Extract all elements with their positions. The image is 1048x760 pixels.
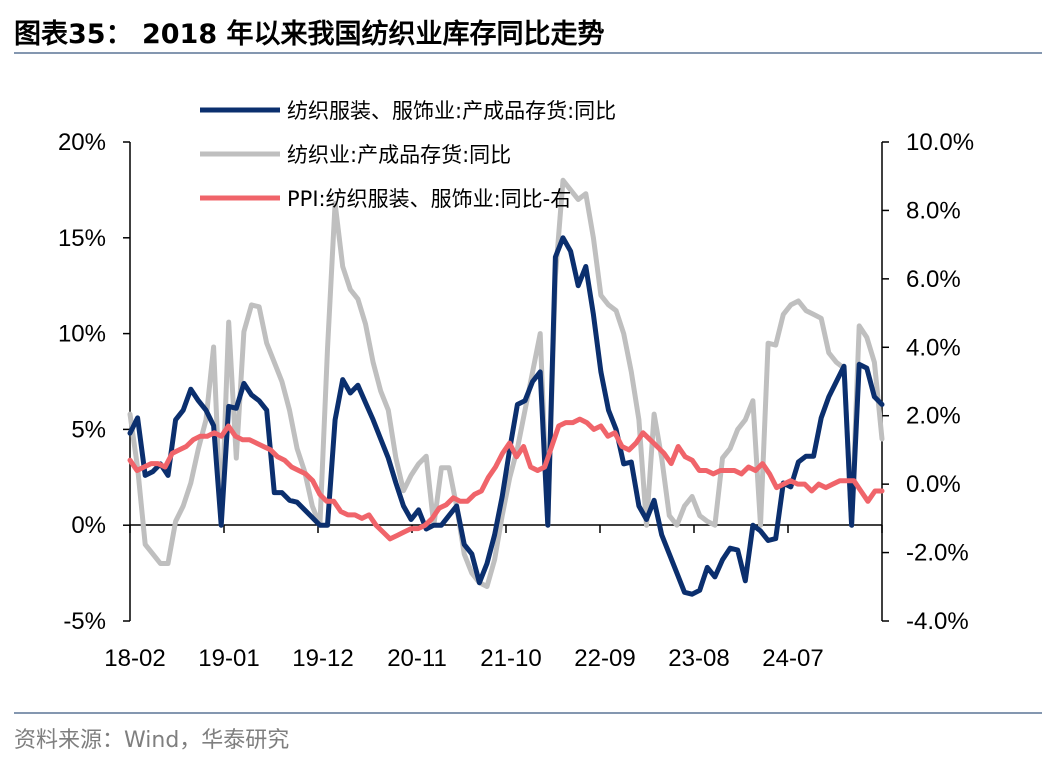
right-tick-label: 0.0% (906, 471, 961, 498)
series-line-1 (127, 177, 885, 589)
x-tick-label: 21-10 (480, 645, 541, 672)
footer-divider (14, 712, 1042, 714)
line-chart: 20% 15% 10% 5% 0% -5% 10.0% 8.0% 6.0% 4.0% 2.0% 0.… (58, 99, 974, 672)
left-tick-label: 5% (71, 416, 106, 443)
right-tick-label: 4.0% (906, 334, 961, 361)
chart-title: 图表35： 2018 年以来我国纺织业库存同比走势 (14, 19, 605, 50)
left-tick-label: 20% (58, 129, 106, 156)
x-tick-label: 20-11 (387, 645, 447, 672)
series-line-0 (127, 235, 885, 597)
title-divider (14, 52, 1042, 54)
legend: 纺织服装、服饰业:产成品存货:同比 纺织业:产成品存货:同比 PPI:纺织服装、… (200, 99, 616, 211)
x-tick-label: 23-08 (668, 645, 729, 672)
right-tick-label: -4.0% (906, 608, 969, 635)
left-axis: 20% 15% 10% 5% 0% -5% (58, 129, 131, 635)
x-tick-label: 24-07 (762, 645, 823, 672)
legend-label-2: PPI:纺织服装、服饰业:同比-右 (287, 187, 571, 211)
left-tick-label: -5% (63, 608, 106, 635)
x-tick-label: 18-02 (104, 645, 165, 672)
x-axis: 18-02 19-01 19-12 20-11 21-10 22-09 23-08 24-07 (104, 524, 883, 672)
legend-label-1: 纺织业:产成品存货:同比 (287, 143, 511, 167)
left-tick-label: 10% (58, 321, 106, 348)
legend-label-0: 纺织服装、服饰业:产成品存货:同比 (287, 99, 616, 123)
left-tick-label: 0% (71, 512, 106, 539)
right-axis: 10.0% 8.0% 6.0% 4.0% 2.0% 0.0% -2.0% -4.0% (881, 129, 974, 635)
source-note: 资料来源：Wind，华泰研究 (14, 728, 290, 753)
left-tick-label: 15% (58, 225, 106, 252)
right-tick-label: 2.0% (906, 403, 961, 430)
x-tick-label: 19-01 (198, 645, 259, 672)
right-tick-label: -2.0% (906, 540, 969, 567)
x-tick-label: 22-09 (574, 645, 635, 672)
series-layer (127, 177, 885, 597)
series-line-2 (127, 416, 885, 542)
right-tick-label: 6.0% (906, 266, 961, 293)
right-tick-label: 8.0% (906, 197, 961, 224)
right-tick-label: 10.0% (906, 129, 974, 156)
x-tick-label: 19-12 (292, 645, 353, 672)
